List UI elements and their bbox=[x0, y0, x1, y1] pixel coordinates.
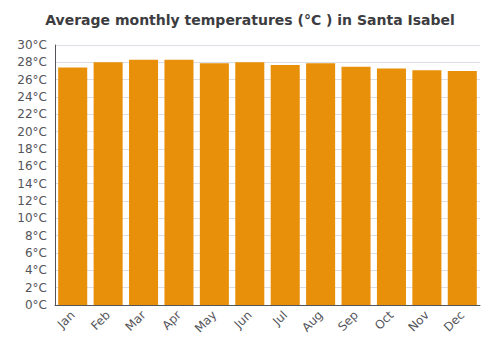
svg-text:2°C: 2°C bbox=[25, 281, 47, 295]
svg-text:10°C: 10°C bbox=[17, 211, 47, 225]
svg-text:22°C: 22°C bbox=[17, 107, 47, 121]
svg-text:Jan: Jan bbox=[54, 308, 78, 332]
svg-text:Jun: Jun bbox=[231, 308, 255, 332]
svg-text:12°C: 12°C bbox=[17, 194, 47, 208]
svg-text:Feb: Feb bbox=[88, 308, 113, 333]
svg-text:26°C: 26°C bbox=[17, 73, 47, 87]
svg-text:Average monthly temperatures (: Average monthly temperatures (°C ) in Sa… bbox=[45, 12, 455, 28]
svg-text:16°C: 16°C bbox=[17, 159, 47, 173]
svg-text:Jul: Jul bbox=[269, 308, 290, 329]
svg-text:Mar: Mar bbox=[123, 308, 149, 334]
svg-text:6°C: 6°C bbox=[25, 246, 47, 260]
svg-text:Nov: Nov bbox=[405, 308, 431, 334]
svg-text:28°C: 28°C bbox=[17, 55, 47, 69]
svg-text:Dec: Dec bbox=[441, 308, 467, 334]
svg-text:Aug: Aug bbox=[299, 308, 325, 334]
svg-text:8°C: 8°C bbox=[25, 229, 47, 243]
svg-text:0°C: 0°C bbox=[25, 298, 47, 312]
svg-text:4°C: 4°C bbox=[25, 263, 47, 277]
svg-text:30°C: 30°C bbox=[17, 38, 47, 52]
svg-text:24°C: 24°C bbox=[17, 90, 47, 104]
svg-text:Oct: Oct bbox=[372, 308, 397, 333]
svg-text:14°C: 14°C bbox=[17, 177, 47, 191]
svg-text:May: May bbox=[192, 308, 219, 335]
svg-text:Sep: Sep bbox=[335, 308, 361, 334]
svg-text:18°C: 18°C bbox=[17, 142, 47, 156]
svg-text:Apr: Apr bbox=[159, 308, 184, 333]
svg-text:20°C: 20°C bbox=[17, 125, 47, 139]
